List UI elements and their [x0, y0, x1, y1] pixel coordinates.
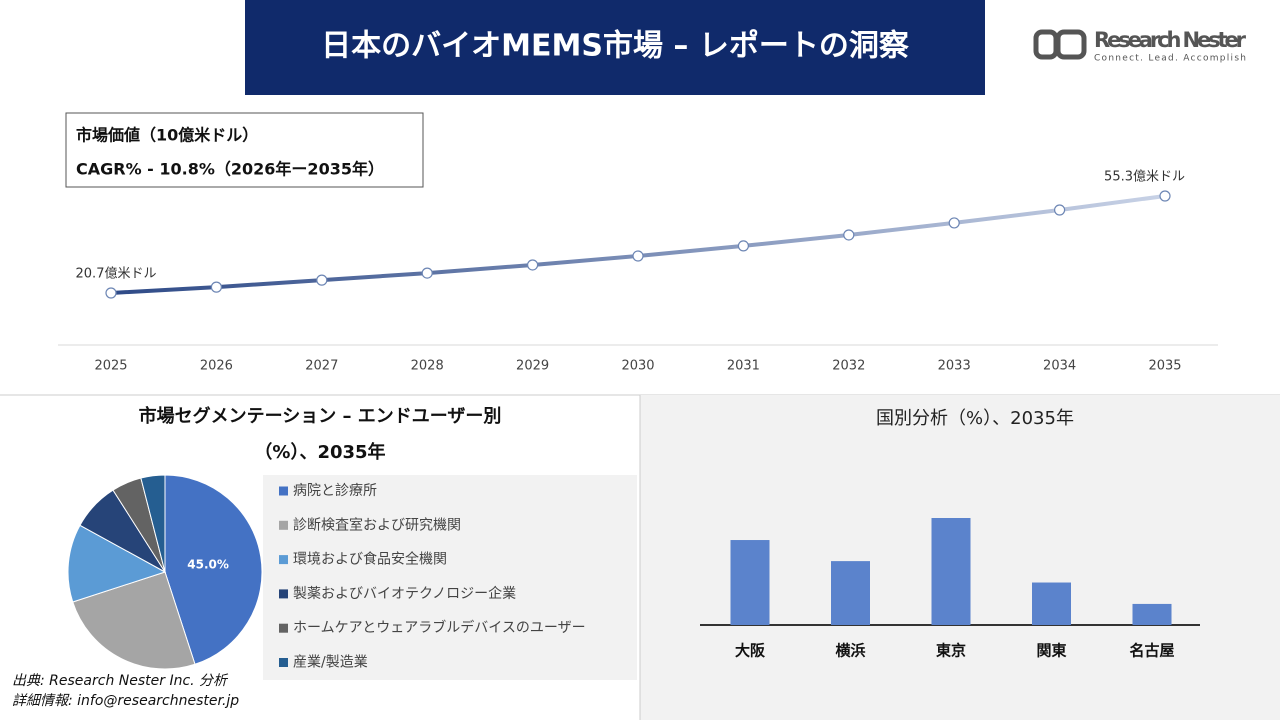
bar	[931, 518, 971, 625]
point	[948, 217, 960, 229]
pie-title: 市場セグメンテーション – エンドユーザー別	[139, 405, 502, 427]
info-line: 市場価値（10億米ドル）	[76, 126, 258, 145]
legend-swatch	[279, 589, 288, 599]
x-tick-label: 関東	[1036, 642, 1066, 660]
value-label: 55.3億米ドル	[1104, 169, 1185, 185]
x-tick-label: 2029	[516, 359, 549, 374]
legend-swatch	[279, 658, 288, 667]
legend-label: 製薬およびバイオテクノロジー企業	[293, 585, 516, 602]
x-tick-label: 2034	[1043, 359, 1076, 374]
x-tick-label: 2035	[1148, 359, 1181, 374]
bar	[730, 540, 770, 625]
value-label: 20.7億米ドル	[76, 266, 157, 282]
legend-label: 産業/製造業	[293, 655, 368, 671]
source-text: 詳細情報: info@researchnester.jp	[12, 693, 239, 709]
x-tick-label: 2025	[94, 359, 127, 374]
info-line: CAGR% - 10.8%（2026年ー2035年）	[76, 160, 384, 179]
x-tick-label: 東京	[936, 642, 966, 660]
x-tick-label: 2032	[832, 359, 865, 374]
x-tick-label: 横浜	[835, 642, 865, 660]
x-tick-label: 2031	[727, 359, 760, 374]
point	[1159, 190, 1171, 202]
legend-label: 診断検査室および研究機関	[293, 516, 461, 533]
pie-slice	[72, 571, 196, 670]
point	[421, 267, 433, 279]
x-tick-label: 2026	[200, 359, 233, 374]
legend-swatch	[279, 486, 288, 496]
point	[1053, 204, 1066, 216]
point	[526, 259, 539, 271]
pie-slice	[164, 474, 263, 665]
source-text: 出典: Research Nester Inc. 分析	[12, 673, 229, 689]
legend-swatch	[279, 623, 288, 633]
legend-label: 環境および食品安全機関	[293, 551, 447, 568]
bar	[1032, 582, 1071, 625]
point	[210, 281, 222, 293]
point	[316, 274, 328, 286]
bar-title: 国別分析（%）、2035年	[876, 408, 1074, 429]
pie-subtitle: （%）、2035年	[254, 441, 385, 463]
x-tick-label: 2030	[621, 359, 654, 374]
x-tick-label: 名古屋	[1129, 642, 1174, 660]
logo-name: Research Nester	[1094, 28, 1247, 52]
logo: Research Nester Connect. Lead. Accomplis…	[1033, 28, 1247, 64]
bar	[831, 561, 870, 625]
value-label: 45.0%	[187, 558, 229, 572]
x-tick-label: 2033	[938, 359, 971, 374]
legend-box	[263, 475, 637, 680]
point	[737, 240, 750, 252]
legend-label: ホームケアとウェアラブルデバイスのユーザー	[293, 619, 586, 636]
page-title: 日本のバイオMEMS市場 – レポートの洞察	[321, 29, 910, 64]
legend-swatch	[279, 520, 288, 530]
x-tick-label: 2028	[411, 359, 444, 374]
header-box	[245, 0, 985, 95]
pie-slice	[67, 524, 167, 603]
legend-label: 病院と診療所	[293, 482, 377, 499]
point	[632, 250, 644, 262]
bar	[1132, 603, 1172, 625]
point	[105, 287, 117, 299]
info-box	[65, 112, 424, 188]
x-tick-label: 大阪	[735, 642, 766, 660]
logo-icon	[1055, 29, 1087, 60]
legend-swatch	[279, 555, 288, 565]
x-tick-label: 2027	[305, 359, 338, 374]
logo-tagline: Connect. Lead. Accomplish	[1094, 54, 1246, 64]
pie-slice	[140, 474, 166, 573]
point	[843, 229, 855, 241]
